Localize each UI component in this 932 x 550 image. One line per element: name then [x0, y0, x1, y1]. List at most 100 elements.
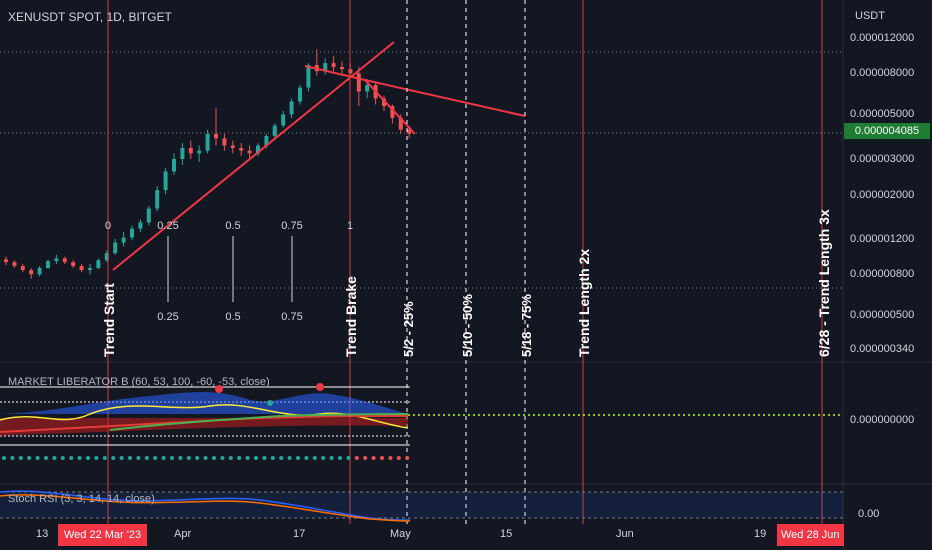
candle-body — [130, 228, 134, 238]
signal-dot-row — [18, 456, 23, 460]
candle-body — [390, 106, 395, 118]
price-label: 0.000008000 — [850, 67, 915, 79]
stoch-band — [0, 492, 843, 518]
trendline-top[interactable] — [304, 65, 366, 81]
signal-dot-row — [186, 456, 191, 460]
signal-dot-row — [44, 456, 48, 460]
candle-body — [289, 101, 294, 115]
candle-body — [398, 117, 403, 130]
candle-body — [230, 145, 235, 149]
stoch-k-line — [0, 490, 411, 521]
price-label: 0.000001200 — [850, 233, 915, 245]
candle-body — [12, 262, 17, 267]
candle-body — [323, 63, 328, 72]
signal-dot-row — [262, 456, 267, 460]
time-label: 15 — [500, 528, 513, 540]
trend-length-3x-label: 6/28 - Trend Length 3x — [816, 209, 832, 357]
signal-dot-row — [371, 456, 376, 460]
signal-dot-row — [254, 456, 258, 460]
signal-dot-row — [245, 456, 250, 460]
indicator-blue-wave — [0, 392, 408, 414]
symbol-title: XENUSDT SPOT, 1D, BITGET — [8, 10, 172, 24]
signal-dot-row — [287, 456, 292, 460]
stoch-rsi-title[interactable]: Stoch RSI (3, 3, 14, 14, close) — [8, 493, 155, 505]
fib-label-bottom: 0.75 — [281, 311, 302, 323]
signal-dot-row — [405, 456, 410, 460]
signal-dot-row — [270, 456, 275, 460]
signal-dot-row — [228, 456, 233, 460]
signal-dot-row — [136, 456, 141, 460]
fib-label-top: 0.5 — [225, 220, 240, 232]
candle-body — [272, 125, 277, 137]
time-label: May — [390, 528, 411, 540]
candle-body — [205, 133, 210, 151]
signal-dot-row — [321, 456, 326, 460]
signal-dot-row — [279, 456, 284, 460]
signal-dot-row — [111, 456, 116, 460]
signal-dot-row — [212, 456, 216, 460]
trendline-up[interactable] — [112, 41, 395, 271]
signal-dot-row — [77, 456, 82, 460]
candle-body — [247, 150, 252, 154]
signal-dot-row — [388, 456, 393, 460]
signal-dot-row — [2, 456, 6, 460]
candle-body — [340, 67, 344, 70]
trendline-projection[interactable] — [364, 79, 526, 117]
market-liberator-title[interactable]: MARKET LIBERATOR B (60, 53, 100, -60, -5… — [8, 376, 270, 388]
price-label: 0.000000340 — [850, 343, 915, 355]
fib-label-bottom: 0.25 — [157, 311, 178, 323]
signal-dot-row — [346, 456, 351, 460]
candle-body — [172, 158, 176, 172]
candle-body — [214, 133, 218, 139]
candle-body — [298, 87, 302, 102]
signal-dot-row — [380, 456, 384, 460]
signal-dot-red — [215, 385, 223, 393]
price-label: 0.000012000 — [850, 32, 915, 44]
signal-dot-row — [203, 456, 208, 460]
signal-dot-row — [312, 456, 317, 460]
indicator-green-line — [109, 413, 409, 431]
candle-body — [356, 73, 361, 92]
candle-body — [71, 262, 76, 267]
candle-body — [365, 85, 370, 92]
price-label: 0.000002000 — [850, 189, 915, 201]
signal-dot-row — [27, 456, 32, 460]
candle-body — [4, 259, 8, 263]
indicator-red-area — [0, 418, 408, 436]
candle-body — [331, 63, 336, 68]
signal-dot-row — [296, 456, 300, 460]
signal-dot-row — [35, 456, 40, 460]
signal-dot-row — [220, 456, 225, 460]
signal-dot-row — [144, 456, 149, 460]
candle-body — [20, 266, 25, 271]
candle-body — [163, 171, 168, 191]
fib-label-top: 1 — [347, 220, 353, 232]
price-label: 0.000000800 — [850, 268, 915, 280]
signal-dot-row — [178, 456, 183, 460]
signal-dot-row — [10, 456, 15, 460]
trend-start-label: Trend Start — [101, 283, 117, 357]
fib-label-top: 0.25 — [157, 220, 178, 232]
candle-body — [155, 190, 160, 209]
signal-dot-row — [94, 456, 99, 460]
price-label: 0.000005000 — [850, 108, 915, 120]
signal-dot-row — [396, 456, 401, 460]
candle-body — [96, 260, 101, 269]
signal-dot-row — [329, 456, 334, 460]
time-highlight-end: Wed 28 Jun — [777, 524, 844, 546]
trendline-down[interactable] — [364, 79, 416, 135]
candle-body — [121, 237, 126, 243]
candle-body — [37, 268, 42, 275]
fib-label-top: 0.75 — [281, 220, 302, 232]
signal-dot-row — [128, 456, 132, 460]
trend-length-2x-label: Trend Length 2x — [576, 249, 592, 357]
candle-body — [197, 150, 202, 154]
candle-body — [113, 242, 118, 254]
time-label: 13 — [36, 528, 49, 540]
signal-dot-row — [86, 456, 90, 460]
signal-dot-row — [153, 456, 158, 460]
fib-label-top: 0 — [105, 220, 111, 232]
time-label: 19 — [754, 528, 767, 540]
candle-body — [138, 222, 143, 229]
